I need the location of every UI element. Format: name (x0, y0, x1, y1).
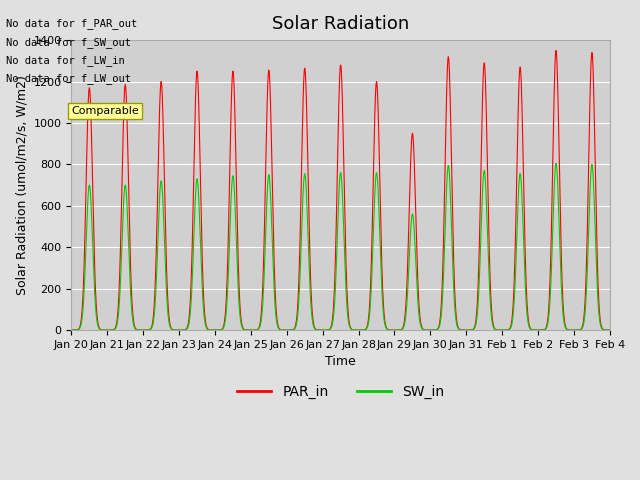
Text: No data for f_PAR_out: No data for f_PAR_out (6, 18, 138, 29)
Text: Comparable: Comparable (72, 106, 139, 116)
Text: No data for f_SW_out: No data for f_SW_out (6, 36, 131, 48)
Legend: PAR_in, SW_in: PAR_in, SW_in (231, 379, 450, 404)
Y-axis label: Solar Radiation (umol/m2/s, W/m2): Solar Radiation (umol/m2/s, W/m2) (15, 75, 28, 295)
Text: No data for f_LW_out: No data for f_LW_out (6, 73, 131, 84)
Title: Solar Radiation: Solar Radiation (272, 15, 409, 33)
Text: No data for f_LW_in: No data for f_LW_in (6, 55, 125, 66)
X-axis label: Time: Time (325, 355, 356, 368)
